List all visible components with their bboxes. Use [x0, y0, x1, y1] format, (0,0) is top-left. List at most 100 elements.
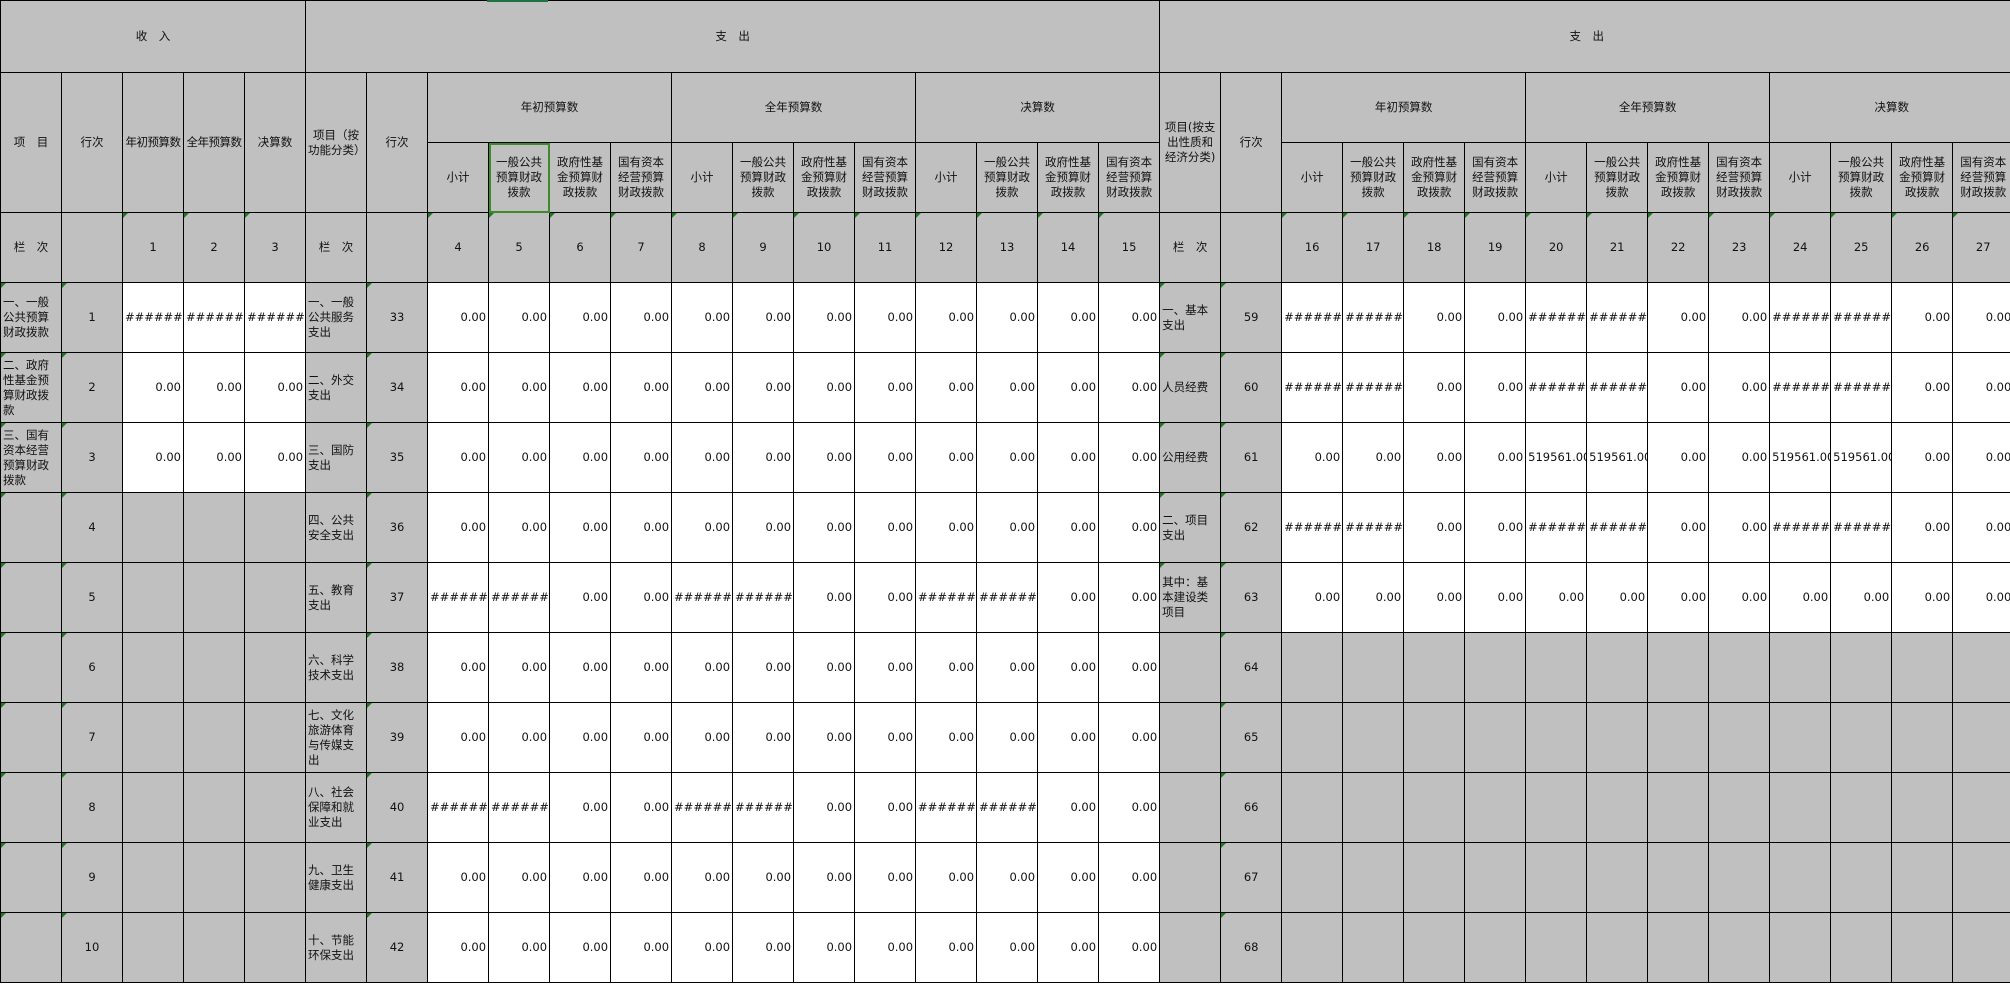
value-cell[interactable]: 519561.00 [1769, 422, 1832, 493]
subheader-cell[interactable]: 一般公共预算财政拨款 [1342, 142, 1405, 213]
value-cell[interactable]: 0.00 [915, 842, 978, 913]
value-cell[interactable]: 0.00 [976, 282, 1039, 353]
value-cell[interactable]: 0.00 [854, 562, 917, 633]
empty-cell[interactable] [1281, 842, 1344, 913]
function-item[interactable]: 二、外交支出 [305, 352, 368, 423]
income-item[interactable] [0, 562, 62, 633]
empty-cell[interactable] [1586, 842, 1649, 913]
value-cell[interactable]: ######## [915, 562, 978, 633]
empty-cell[interactable] [1403, 842, 1466, 913]
value-cell[interactable]: 0.00 [915, 912, 978, 983]
line-number[interactable]: 63 [1220, 562, 1283, 633]
value-cell[interactable]: 0.00 [427, 352, 490, 423]
value-cell[interactable]: 0.00 [976, 632, 1039, 703]
line-number[interactable]: 38 [366, 632, 429, 703]
value-cell[interactable]: ######## [1769, 282, 1832, 353]
value-cell[interactable]: 0.00 [1037, 632, 1100, 703]
column-number[interactable]: 23 [1708, 212, 1771, 283]
value-cell[interactable]: 0.00 [854, 632, 917, 703]
empty-cell[interactable] [122, 702, 184, 773]
line-number[interactable]: 37 [366, 562, 429, 633]
line-number[interactable]: 42 [366, 912, 429, 983]
value-cell[interactable]: 0.00 [671, 702, 734, 773]
value-cell[interactable]: 0.00 [1098, 492, 1161, 563]
income-item[interactable] [0, 702, 62, 773]
value-cell[interactable]: 0.00 [1281, 562, 1344, 633]
line-number[interactable]: 36 [366, 492, 429, 563]
empty-cell[interactable] [243, 842, 307, 913]
value-cell[interactable]: 0.00 [1098, 352, 1161, 423]
empty-cell[interactable] [1952, 842, 2010, 913]
empty-cell[interactable] [1708, 702, 1771, 773]
empty-cell[interactable] [1952, 632, 2010, 703]
value-cell[interactable]: 0.00 [549, 772, 612, 843]
header-item-by-function[interactable]: 项目（按功能分类） [305, 72, 368, 213]
value-cell[interactable]: ######## [1342, 282, 1405, 353]
subheader-cell[interactable]: 国有资本经营预算财政拨款 [854, 142, 917, 213]
value-cell[interactable]: 0.00 [732, 352, 795, 423]
empty-cell[interactable] [1647, 772, 1710, 843]
value-cell[interactable]: 0.00 [976, 912, 1039, 983]
value-cell[interactable]: 0.00 [671, 842, 734, 913]
column-number[interactable]: 15 [1098, 212, 1161, 283]
line-number[interactable]: 39 [366, 702, 429, 773]
value-cell[interactable]: 0.00 [854, 352, 917, 423]
value-cell[interactable]: 0.00 [1037, 282, 1100, 353]
header-income[interactable]: 收 入 [0, 0, 307, 73]
value-cell[interactable]: 0.00 [1952, 492, 2010, 563]
empty-cell[interactable] [183, 842, 245, 913]
income-item[interactable] [0, 492, 62, 563]
empty-cell[interactable] [243, 562, 307, 633]
value-cell[interactable]: 0.00 [915, 282, 978, 353]
value-cell[interactable]: 0.00 [488, 492, 551, 563]
value-cell[interactable]: 0.00 [1952, 562, 2010, 633]
value-cell[interactable]: ######## [976, 772, 1039, 843]
subheader-cell[interactable]: 国有资本经营预算财政拨款 [1952, 142, 2010, 213]
empty-cell[interactable] [1830, 912, 1893, 983]
empty-cell[interactable] [1464, 842, 1527, 913]
value-cell[interactable]: 0.00 [1403, 422, 1466, 493]
line-number[interactable]: 9 [61, 842, 123, 913]
column-number[interactable]: 4 [427, 212, 490, 283]
value-cell[interactable]: 0.00 [1098, 632, 1161, 703]
economic-item[interactable]: 公用经费 [1159, 422, 1222, 493]
value-cell[interactable]: 0.00 [610, 282, 673, 353]
value-cell[interactable]: ######## [488, 562, 551, 633]
line-number[interactable]: 64 [1220, 632, 1283, 703]
value-cell[interactable]: ######## [1525, 282, 1588, 353]
subheader-cell[interactable]: 小计 [427, 142, 490, 213]
value-cell[interactable]: 0.00 [1037, 492, 1100, 563]
value-cell[interactable]: 0.00 [1586, 562, 1649, 633]
empty-cell[interactable] [1464, 702, 1527, 773]
value-cell[interactable]: ######## [427, 772, 490, 843]
value-cell[interactable]: 0.00 [854, 492, 917, 563]
column-number[interactable]: 2 [183, 212, 245, 283]
value-cell[interactable]: ######## [1342, 352, 1405, 423]
economic-item[interactable]: 人员经费 [1159, 352, 1222, 423]
empty-cell[interactable] [1342, 632, 1405, 703]
value-cell[interactable]: 0.00 [793, 772, 856, 843]
value-cell[interactable]: 0.00 [610, 492, 673, 563]
empty-cell[interactable] [1342, 702, 1405, 773]
column-number[interactable]: 11 [854, 212, 917, 283]
economic-item[interactable] [1159, 912, 1222, 983]
value-cell[interactable]: 0.00 [1952, 422, 2010, 493]
empty-cell[interactable] [1891, 702, 1954, 773]
subheader-cell[interactable]: 政府性基金预算财政拨款 [1647, 142, 1710, 213]
value-cell[interactable]: 0.00 [183, 422, 245, 493]
header-line[interactable]: 行次 [61, 72, 123, 213]
value-cell[interactable]: 0.00 [793, 282, 856, 353]
value-cell[interactable]: 0.00 [915, 702, 978, 773]
empty-cell[interactable] [243, 632, 307, 703]
line-number[interactable]: 6 [61, 632, 123, 703]
value-cell[interactable]: ######## [1586, 282, 1649, 353]
line-number[interactable]: 66 [1220, 772, 1283, 843]
empty-cell[interactable] [1525, 632, 1588, 703]
column-number[interactable]: 10 [793, 212, 856, 283]
value-cell[interactable]: 0.00 [549, 562, 612, 633]
value-cell[interactable]: 0.00 [915, 352, 978, 423]
value-cell[interactable]: 0.00 [1098, 772, 1161, 843]
column-number[interactable]: 5 [488, 212, 551, 283]
income-item[interactable] [0, 632, 62, 703]
empty-cell[interactable] [122, 842, 184, 913]
